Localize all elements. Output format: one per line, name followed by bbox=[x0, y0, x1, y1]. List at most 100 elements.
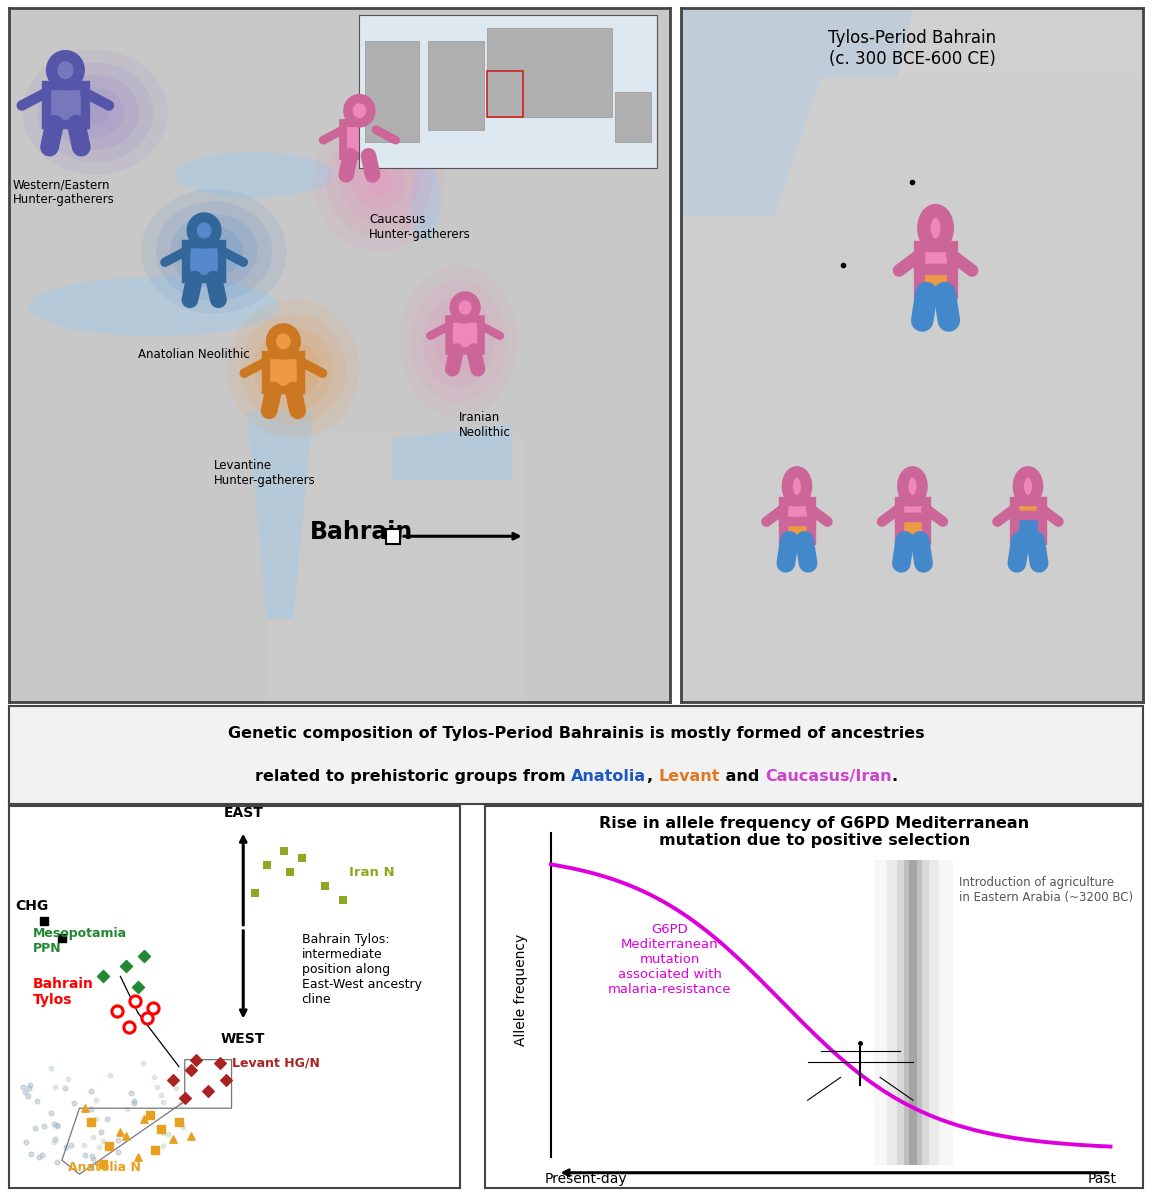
Point bbox=[55, 1079, 74, 1098]
Point bbox=[45, 1078, 64, 1097]
Point bbox=[18, 1086, 37, 1105]
Point bbox=[22, 1144, 40, 1163]
Point bbox=[154, 1136, 172, 1156]
Point bbox=[125, 1091, 143, 1110]
Point bbox=[181, 1061, 200, 1080]
Point bbox=[45, 1133, 64, 1152]
Text: Anatolia: Anatolia bbox=[572, 769, 647, 784]
Polygon shape bbox=[1014, 500, 1042, 515]
Text: Iranian
Neolithic: Iranian Neolithic bbox=[459, 410, 511, 439]
Polygon shape bbox=[899, 500, 926, 517]
Point bbox=[144, 1068, 163, 1087]
Text: and: and bbox=[720, 769, 765, 784]
Point bbox=[58, 1138, 76, 1157]
Point bbox=[83, 1127, 102, 1146]
Point bbox=[164, 1070, 182, 1090]
Polygon shape bbox=[681, 8, 1143, 702]
Polygon shape bbox=[266, 354, 301, 390]
Bar bbox=[386, 528, 401, 544]
Point bbox=[28, 1092, 46, 1111]
Text: Caucasus
Hunter-gatherers: Caucasus Hunter-gatherers bbox=[370, 214, 471, 241]
Point bbox=[246, 883, 264, 902]
Point bbox=[143, 998, 162, 1018]
Circle shape bbox=[788, 472, 806, 500]
Point bbox=[258, 856, 276, 875]
Point bbox=[62, 1135, 81, 1154]
Text: Genetic composition of Tylos-Period Bahrainis is mostly formed of ancestries: Genetic composition of Tylos-Period Bahr… bbox=[228, 726, 925, 740]
Ellipse shape bbox=[423, 295, 494, 388]
Point bbox=[35, 911, 53, 930]
Circle shape bbox=[348, 98, 371, 122]
Point bbox=[134, 1109, 152, 1128]
Ellipse shape bbox=[340, 140, 419, 223]
Text: EAST: EAST bbox=[223, 806, 263, 821]
Point bbox=[82, 1099, 100, 1118]
Text: ,: , bbox=[647, 769, 658, 784]
Point bbox=[152, 1120, 171, 1139]
Polygon shape bbox=[681, 8, 912, 216]
Point bbox=[65, 1093, 83, 1112]
Point bbox=[97, 1109, 116, 1128]
Point bbox=[83, 1148, 102, 1168]
Point bbox=[118, 1099, 136, 1118]
Point bbox=[281, 863, 299, 882]
Point bbox=[187, 1050, 206, 1069]
Text: Mesopotamia
PPN: Mesopotamia PPN bbox=[32, 928, 127, 955]
Text: Anatolia N: Anatolia N bbox=[68, 1160, 141, 1174]
Point bbox=[83, 1146, 102, 1165]
Point bbox=[30, 1147, 49, 1166]
Circle shape bbox=[903, 472, 922, 500]
Text: Bahrain
Tylos: Bahrain Tylos bbox=[32, 977, 94, 1007]
Point bbox=[91, 1123, 110, 1142]
Point bbox=[170, 1112, 188, 1132]
Ellipse shape bbox=[327, 126, 432, 238]
Point bbox=[128, 977, 147, 996]
Text: Present-day: Present-day bbox=[544, 1172, 627, 1186]
Text: WEST: WEST bbox=[221, 1032, 266, 1046]
Point bbox=[177, 1060, 195, 1079]
Point bbox=[74, 1135, 92, 1154]
Ellipse shape bbox=[141, 188, 286, 313]
Polygon shape bbox=[393, 425, 512, 480]
Text: Western/Eastern
Hunter-gatherers: Western/Eastern Hunter-gatherers bbox=[13, 179, 114, 206]
Ellipse shape bbox=[254, 328, 333, 410]
Circle shape bbox=[454, 296, 476, 319]
Point bbox=[89, 1138, 107, 1157]
Text: Tylos-Period Bahrain
(c. 300 BCE-600 CE): Tylos-Period Bahrain (c. 300 BCE-600 CE) bbox=[828, 29, 997, 68]
Point bbox=[121, 1084, 140, 1103]
Text: Levant: Levant bbox=[658, 769, 720, 784]
Point bbox=[134, 1054, 152, 1073]
Point bbox=[334, 890, 352, 910]
Point bbox=[81, 1157, 99, 1176]
Circle shape bbox=[1019, 472, 1037, 500]
Polygon shape bbox=[783, 521, 811, 540]
Circle shape bbox=[192, 217, 217, 244]
Polygon shape bbox=[919, 246, 952, 269]
Point bbox=[42, 1058, 60, 1078]
Bar bbox=[904, 860, 922, 1165]
Point bbox=[181, 1127, 200, 1146]
Point bbox=[117, 1127, 135, 1146]
Point bbox=[76, 1145, 95, 1164]
Point bbox=[82, 1112, 100, 1132]
Ellipse shape bbox=[447, 326, 470, 356]
Point bbox=[109, 1002, 127, 1021]
Point bbox=[134, 946, 152, 965]
Point bbox=[100, 1066, 119, 1085]
Polygon shape bbox=[343, 122, 375, 156]
Point bbox=[45, 1114, 64, 1133]
Point bbox=[111, 1123, 129, 1142]
Point bbox=[35, 1116, 53, 1135]
Bar bbox=[896, 860, 930, 1165]
Point bbox=[125, 1094, 143, 1114]
Point bbox=[199, 1081, 217, 1100]
Polygon shape bbox=[1014, 515, 1042, 540]
Text: Past: Past bbox=[1088, 1172, 1117, 1186]
Text: Levant HG/N: Levant HG/N bbox=[231, 1056, 320, 1069]
Point bbox=[216, 1070, 234, 1090]
Point bbox=[120, 1018, 139, 1037]
Text: Bahrain: Bahrain bbox=[310, 520, 413, 544]
Ellipse shape bbox=[22, 50, 167, 175]
Ellipse shape bbox=[228, 300, 359, 438]
Point bbox=[316, 876, 335, 895]
